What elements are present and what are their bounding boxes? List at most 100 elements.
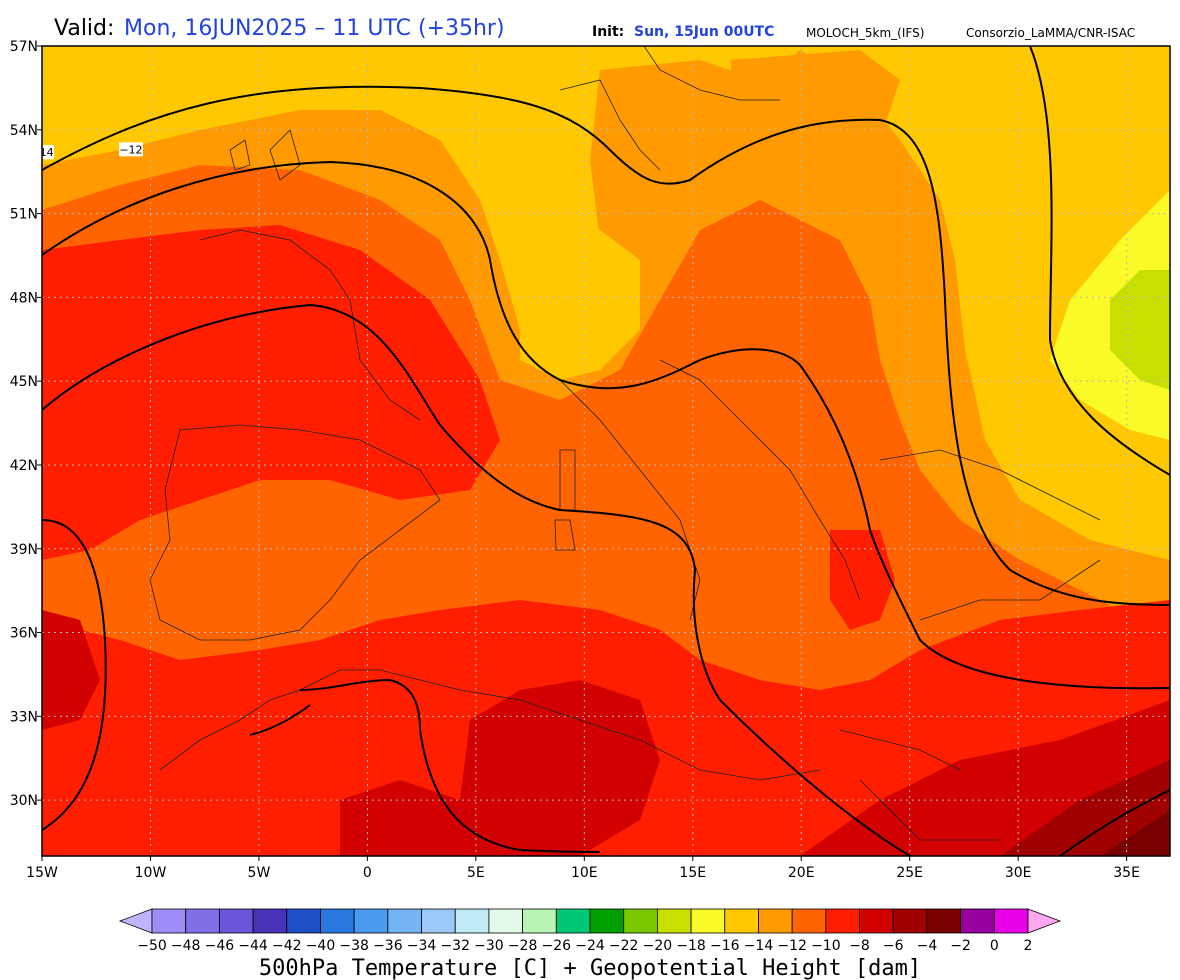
colorbar-level-label: −26 <box>542 938 572 954</box>
colorbar-level-label: −42 <box>272 938 302 954</box>
band-darkred-libya <box>340 780 470 856</box>
colorbar-swatch-23 <box>892 908 928 934</box>
colorbar-title: 500hPa Temperature [C] + Geopotential He… <box>259 956 921 980</box>
contour-594 <box>299 678 601 853</box>
lat-tick-label: 30N <box>10 793 38 809</box>
colorbar-swatch-9 <box>421 908 456 934</box>
lon-tick-label: 5E <box>467 865 485 881</box>
init-time: Sun, 15Jun 00UTC <box>634 24 775 40</box>
colorbar-level-label: −32 <box>440 938 470 954</box>
temperature-label-text: −12 <box>119 143 142 156</box>
contour-588 <box>42 303 911 856</box>
lon-tick-label: 35E <box>1113 865 1140 881</box>
lat-tick-label: 48N <box>10 290 38 306</box>
temperature-label-box <box>119 142 143 157</box>
colorbar-swatch-10 <box>454 908 490 934</box>
lon-tick-label: 15W <box>26 865 58 881</box>
colorbar-swatch-5 <box>286 908 321 934</box>
contour-576 <box>42 85 1170 606</box>
contour-582 <box>42 160 1170 690</box>
colorbar-level-label: −34 <box>407 938 437 954</box>
contour-se <box>1059 789 1170 856</box>
colorbar-level-label: 2 <box>1024 938 1033 954</box>
colorbar-swatch-3 <box>218 908 254 934</box>
band-orange-central <box>590 60 760 300</box>
lat-tick-label: 45N <box>10 374 38 390</box>
header: Valid: Mon, 16JUN2025 – 11 UTC (+35hr) I… <box>0 0 1180 44</box>
lat-tick-label: 54N <box>10 123 38 139</box>
band-orange-poland <box>730 50 900 150</box>
provider: Consorzio_LaMMA/CNR-ISAC <box>966 26 1136 40</box>
valid-label: Valid: <box>54 16 115 41</box>
colorbar-swatch-22 <box>859 908 894 934</box>
colorbar-under-arrow <box>118 908 153 934</box>
graticule <box>42 46 1170 856</box>
colorbar-over-arrow <box>1027 908 1062 934</box>
colorbar-level-label: −36 <box>373 938 403 954</box>
latitude-axis: 57N 54N 51N 48N 45N 42N 39N 36N 33N 30N <box>10 39 42 809</box>
colorbar-level-label: −22 <box>609 938 639 954</box>
colorbar-level-label: −20 <box>643 938 673 954</box>
model-name: MOLOCH_5km_(IFS) <box>806 26 925 40</box>
band-red-west <box>42 225 500 560</box>
band-gold-alps <box>520 230 640 380</box>
band-darkred-africa <box>460 680 660 856</box>
band-maroon-se <box>1000 760 1170 856</box>
contour-labels: −14−14−12−14 <box>30 142 143 160</box>
colorbar-swatch-1 <box>151 908 187 934</box>
colorbar-level-label: 0 <box>990 938 999 954</box>
colorbar-level-label: −4 <box>917 938 938 954</box>
contour-588-west <box>42 519 107 831</box>
colorbar-swatch-20 <box>791 908 827 934</box>
lat-tick-label: 51N <box>10 207 38 223</box>
colorbar-swatch-15 <box>623 908 658 934</box>
lon-tick-label: 10W <box>135 865 167 881</box>
colorbar-level-label: −12 <box>777 938 807 954</box>
colorbar-swatch-2 <box>185 908 220 934</box>
temperature-label-2: −12 <box>119 142 143 157</box>
colorbar-level-label: −14 <box>744 938 774 954</box>
lon-tick-label: 10E <box>571 865 598 881</box>
colorbar-level-label: −46 <box>205 938 235 954</box>
band-lime-east <box>1110 270 1170 390</box>
temperature-field: −14−14−12−14 <box>30 46 1170 856</box>
colorbar-level-label: −38 <box>339 938 369 954</box>
colorbar-swatch-21 <box>825 908 860 934</box>
colorbar-swatch-4 <box>252 908 288 934</box>
band-deepmaroon-se <box>1100 810 1170 856</box>
lon-tick-label: 25E <box>896 865 923 881</box>
colorbar-level-label: −48 <box>171 938 201 954</box>
contour-576-east <box>1029 46 1170 476</box>
colorbar-level-label: −40 <box>306 938 336 954</box>
temperature-label-3: −14 <box>30 145 54 160</box>
coastlines <box>149 46 1101 841</box>
lat-tick-label: 36N <box>10 626 38 642</box>
colorbar-level-label: −44 <box>238 938 268 954</box>
colorbar-swatch-6 <box>320 908 355 934</box>
lon-tick-label: 0 <box>363 865 372 881</box>
valid-time: Mon, 16JUN2025 – 11 UTC (+35hr) <box>124 16 505 41</box>
geopotential-contours <box>42 46 1170 856</box>
colorbar-level-label: −30 <box>474 938 504 954</box>
colorbar-swatch-18 <box>724 908 759 934</box>
colorbar-swatch-13 <box>555 908 591 934</box>
lon-tick-label: 30E <box>1005 865 1032 881</box>
colorbar-swatch-26 <box>993 908 1029 934</box>
colorbar-swatch-17 <box>690 908 726 934</box>
lat-tick-label: 42N <box>10 458 38 474</box>
init-label: Init: <box>592 24 625 40</box>
colorbar-swatch-14 <box>589 908 625 934</box>
lat-tick-label: 57N <box>10 39 38 55</box>
colorbar-swatch-24 <box>926 908 962 934</box>
colorbar-level-label: −18 <box>676 938 706 954</box>
lon-tick-label: 5W <box>248 865 271 881</box>
colorbar-swatch-19 <box>758 908 793 934</box>
longitude-axis: 15W 10W 5W 0 5E 10E 15E 20E 25E 30E 35E <box>26 856 1140 881</box>
colorbar-level-label: −50 <box>137 938 167 954</box>
colorbar-level-label: −28 <box>508 938 538 954</box>
temperature-label-text: −14 <box>30 146 53 159</box>
colorbar-swatch-8 <box>387 908 422 934</box>
lat-tick-label: 39N <box>10 542 38 558</box>
colorbar-level-label: −24 <box>575 938 605 954</box>
colorbar-swatch-25 <box>960 908 995 934</box>
